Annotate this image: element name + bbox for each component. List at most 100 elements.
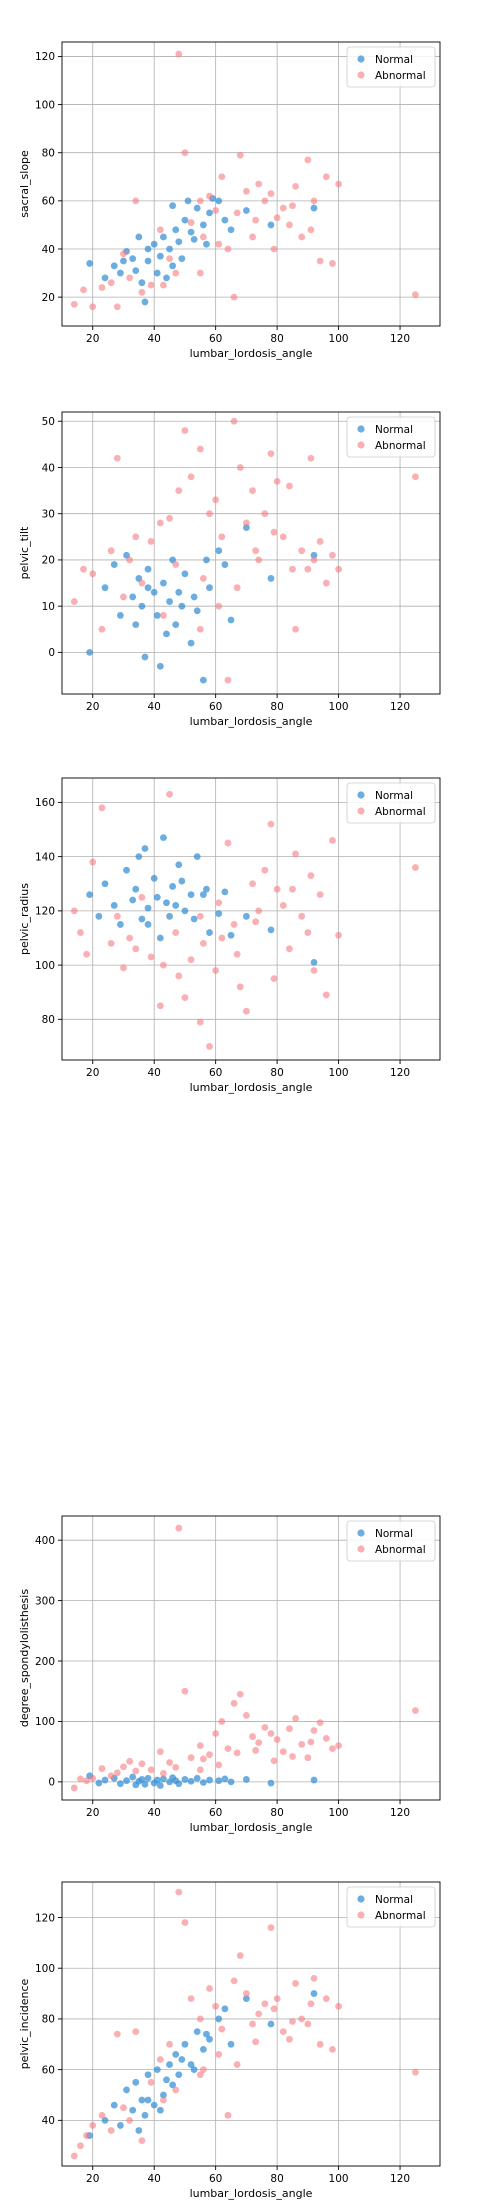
data-point-abnormal [147, 281, 155, 289]
data-point-abnormal [322, 579, 330, 587]
data-point-normal [132, 2078, 140, 2086]
data-point-abnormal [316, 2040, 324, 2048]
data-point-abnormal [292, 1715, 299, 1722]
data-point-normal [169, 262, 177, 270]
data-point-abnormal [249, 880, 256, 888]
data-point-normal [116, 921, 124, 928]
data-point-abnormal [187, 1754, 195, 1762]
data-point-abnormal [292, 183, 299, 190]
y-tick-label: 100 [35, 1963, 55, 1975]
data-point-abnormal [335, 1742, 342, 1750]
data-point-normal [169, 2081, 177, 2089]
data-point-abnormal [166, 790, 173, 798]
data-point-abnormal [218, 1718, 226, 1725]
data-point-normal [144, 2096, 152, 2104]
data-point-normal [267, 575, 275, 582]
series-normal [86, 524, 318, 684]
data-point-abnormal [242, 1990, 250, 1997]
data-point-normal [138, 1776, 146, 1783]
data-point-abnormal [292, 1980, 299, 1987]
data-point-normal [144, 2071, 152, 2079]
data-point-normal [181, 216, 189, 224]
data-point-abnormal [126, 1757, 134, 1765]
data-point-abnormal [329, 1745, 336, 1753]
data-point-abnormal [270, 975, 278, 983]
data-point-normal [172, 226, 180, 234]
data-point-normal [150, 874, 158, 882]
legend-label-abnormal: Abnormal [375, 1910, 426, 1922]
data-point-normal [199, 891, 207, 898]
data-point-abnormal [292, 625, 299, 633]
data-point-normal [203, 240, 210, 248]
plot-frame [61, 41, 441, 327]
data-point-abnormal [172, 929, 180, 936]
data-point-abnormal [242, 1007, 250, 1015]
data-point-normal [132, 621, 140, 629]
data-point-normal [242, 912, 250, 920]
data-point-abnormal [160, 281, 167, 289]
data-point-normal [190, 2066, 198, 2074]
data-point-abnormal [218, 934, 226, 942]
legend-box [346, 1886, 436, 1928]
data-point-abnormal [218, 2025, 226, 2033]
data-point-normal [123, 1777, 130, 1785]
y-tick-label: 80 [42, 148, 55, 160]
data-point-abnormal [138, 893, 146, 901]
scatter-chart-5: 20 40 60 80 100 120 40 60 80 100 120 lumbar_lordosi… [18, 1881, 441, 2200]
data-point-normal [156, 934, 164, 942]
data-point-normal [193, 853, 201, 861]
data-point-abnormal [249, 487, 256, 494]
data-point-abnormal [236, 151, 244, 159]
data-point-abnormal [132, 533, 140, 541]
data-point-abnormal [255, 2010, 263, 2018]
data-point-abnormal [212, 207, 220, 214]
data-point-abnormal [233, 584, 241, 592]
legend-label-normal: Normal [375, 1528, 413, 1540]
data-point-normal [138, 915, 146, 923]
data-point-abnormal [107, 547, 115, 555]
legend-marker-normal [357, 1529, 365, 1537]
scatter-chart-4: 20 40 60 80 100 120 0 100 200 300 400 lumbar_lordos… [18, 1515, 441, 1834]
data-point-abnormal [236, 983, 244, 991]
data-point-abnormal [132, 2028, 140, 2036]
x-tick-label: 20 [86, 1807, 99, 1819]
data-point-abnormal [132, 197, 140, 205]
y-tick-label: 80 [42, 1014, 55, 1026]
data-point-abnormal [120, 2104, 127, 2112]
data-point-abnormal [224, 2111, 232, 2119]
legend-label-abnormal: Abnormal [375, 1544, 426, 1556]
data-point-abnormal [279, 902, 287, 909]
y-tick-label: 60 [42, 2064, 55, 2076]
data-point-normal [181, 2040, 189, 2048]
data-point-normal [193, 2028, 201, 2036]
data-point-abnormal [89, 303, 97, 311]
data-point-normal [101, 2116, 109, 2124]
data-point-normal [190, 915, 198, 923]
data-point-abnormal [166, 1759, 173, 1766]
data-point-abnormal [206, 510, 213, 518]
data-point-abnormal [249, 233, 256, 241]
data-point-normal [267, 221, 275, 229]
x-tick-label: 40 [148, 701, 161, 713]
data-point-abnormal [166, 2040, 173, 2048]
data-point-abnormal [289, 1753, 296, 1760]
data-point-normal [110, 561, 118, 568]
data-point-abnormal [224, 1745, 232, 1753]
y-axis-label: degree_spondylolisthesis [18, 1589, 31, 1727]
data-point-abnormal [212, 1730, 220, 1737]
data-point-abnormal [255, 180, 263, 188]
data-point-abnormal [199, 233, 207, 241]
data-point-abnormal [298, 233, 306, 241]
data-point-abnormal [206, 1985, 213, 1992]
series-abnormal [70, 790, 419, 1050]
data-point-abnormal [160, 612, 167, 619]
data-point-abnormal [215, 1761, 223, 1769]
data-point-abnormal [77, 1775, 84, 1783]
data-point-abnormal [298, 1741, 306, 1748]
data-point-abnormal [70, 2152, 78, 2160]
data-point-normal [178, 255, 186, 263]
data-point-normal [156, 1782, 164, 1789]
data-point-normal [184, 197, 192, 205]
data-point-normal [187, 228, 195, 236]
data-point-normal [175, 861, 183, 869]
